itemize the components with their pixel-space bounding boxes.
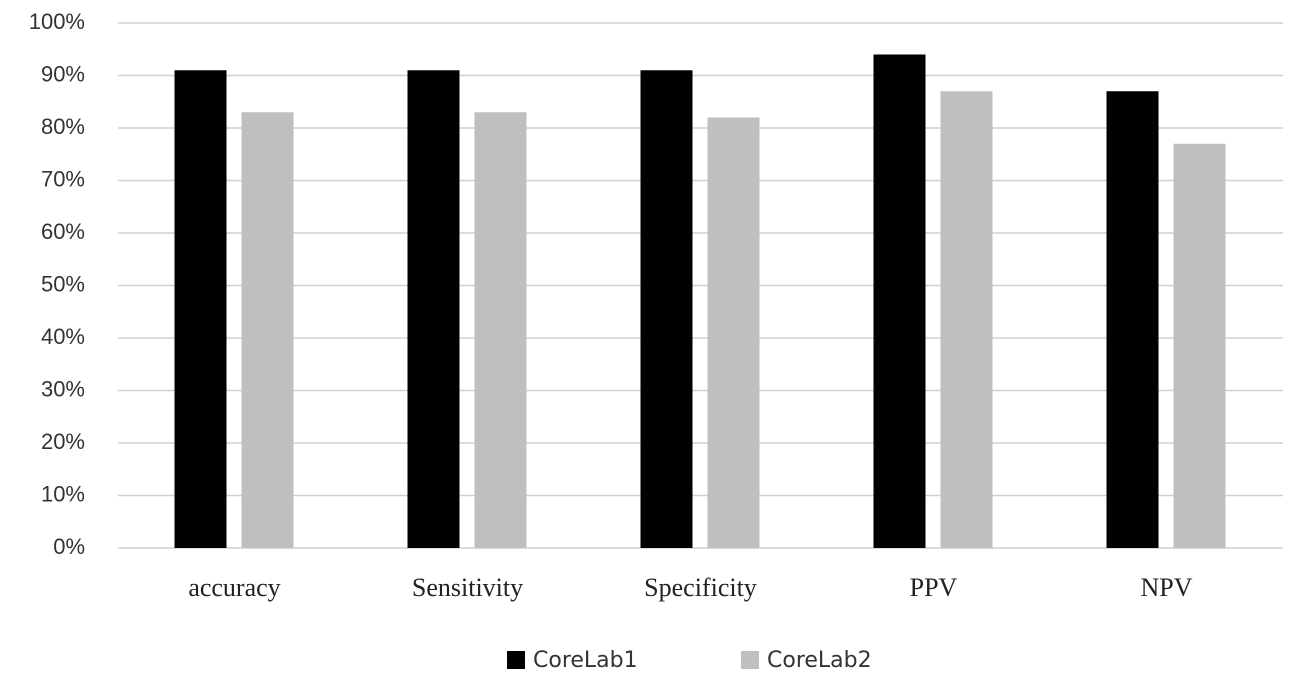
bar [640,70,693,548]
bar [1173,143,1226,548]
x-tick-label: NPV [1140,573,1192,602]
y-tick-label: 40% [41,324,85,349]
y-tick-label: 90% [41,61,85,86]
bar [241,112,294,548]
y-tick-label: 100% [29,9,85,34]
y-tick-label: 80% [41,114,85,139]
legend-swatch [507,651,525,669]
x-tick-label: PPV [910,573,958,602]
y-tick-label: 30% [41,376,85,401]
y-tick-label: 0% [53,534,85,559]
x-tick-label: Specificity [644,573,757,602]
legend-label: CoreLab2 [767,648,872,673]
bar [474,112,527,548]
bar [873,54,926,548]
y-tick-label: 10% [41,481,85,506]
y-tick-label: 70% [41,166,85,191]
y-tick-label: 20% [41,429,85,454]
y-tick-label: 50% [41,271,85,296]
x-tick-label: Sensitivity [412,573,523,602]
legend-swatch [741,651,759,669]
bar [407,70,460,548]
bar [707,117,760,548]
bar [1106,91,1159,548]
bar [174,70,227,548]
bar [940,91,993,548]
y-tick-label: 60% [41,219,85,244]
x-tick-label: accuracy [188,573,280,602]
legend-label: CoreLab1 [533,648,638,673]
